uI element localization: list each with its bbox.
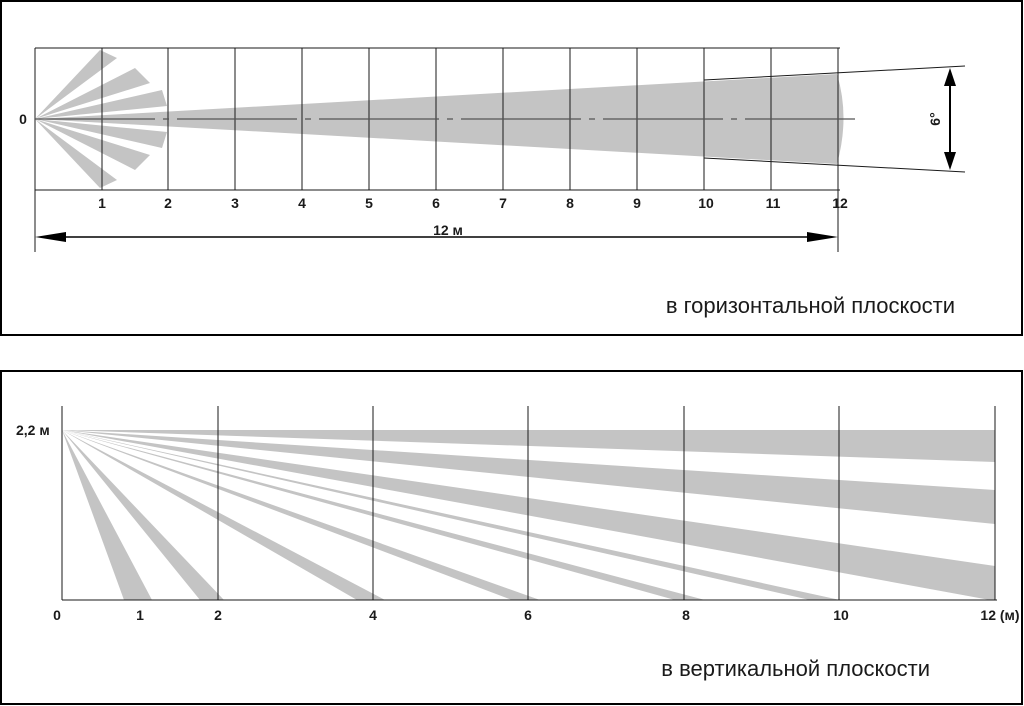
horizontal-origin-label: 0 bbox=[19, 111, 27, 127]
horizontal-tick-label: 2 bbox=[164, 195, 172, 211]
horizontal-tick-label: 5 bbox=[365, 195, 373, 211]
horizontal-tick-label: 8 bbox=[566, 195, 574, 211]
vertical-tick-label: 1 bbox=[136, 607, 144, 623]
vertical-tick-label: 8 bbox=[682, 607, 690, 623]
horizontal-long-range-beam bbox=[35, 74, 844, 164]
vertical-tick-label: 12 (м) bbox=[980, 607, 1019, 623]
angle-label: 6° bbox=[927, 112, 943, 125]
horizontal-panel-frame bbox=[0, 0, 1023, 336]
horizontal-tick-label: 3 bbox=[231, 195, 239, 211]
vertical-caption: в вертикальной плоскости bbox=[661, 656, 930, 681]
horizontal-tick-label: 6 bbox=[432, 195, 440, 211]
horizontal-caption: в горизонтальной плоскости bbox=[666, 293, 955, 318]
horizontal-tick-label: 10 bbox=[698, 195, 714, 211]
angle-dimension-arrow bbox=[944, 68, 956, 170]
horizontal-tick-label: 11 bbox=[766, 195, 781, 211]
vertical-tick-label: 6 bbox=[524, 607, 532, 623]
vertical-panel-frame bbox=[0, 370, 1023, 705]
vertical-tick-label: 2 bbox=[214, 607, 222, 623]
horizontal-tick-label: 1 bbox=[98, 195, 106, 211]
horizontal-tick-label: 9 bbox=[633, 195, 641, 211]
range-dimension-arrow bbox=[35, 232, 838, 242]
range-label: 12 м bbox=[433, 222, 463, 238]
vertical-tick-label: 0 bbox=[53, 607, 61, 623]
horizontal-tick-label: 12 bbox=[832, 195, 848, 211]
vertical-tick-label: 4 bbox=[369, 607, 377, 623]
vertical-height-label: 2,2 м bbox=[16, 422, 50, 438]
vertical-tick-label: 10 bbox=[833, 607, 849, 623]
horizontal-near-fan bbox=[35, 50, 167, 188]
horizontal-tick-label: 4 bbox=[298, 195, 306, 211]
horizontal-tick-label: 7 bbox=[499, 195, 507, 211]
vertical-grid bbox=[61, 406, 997, 601]
